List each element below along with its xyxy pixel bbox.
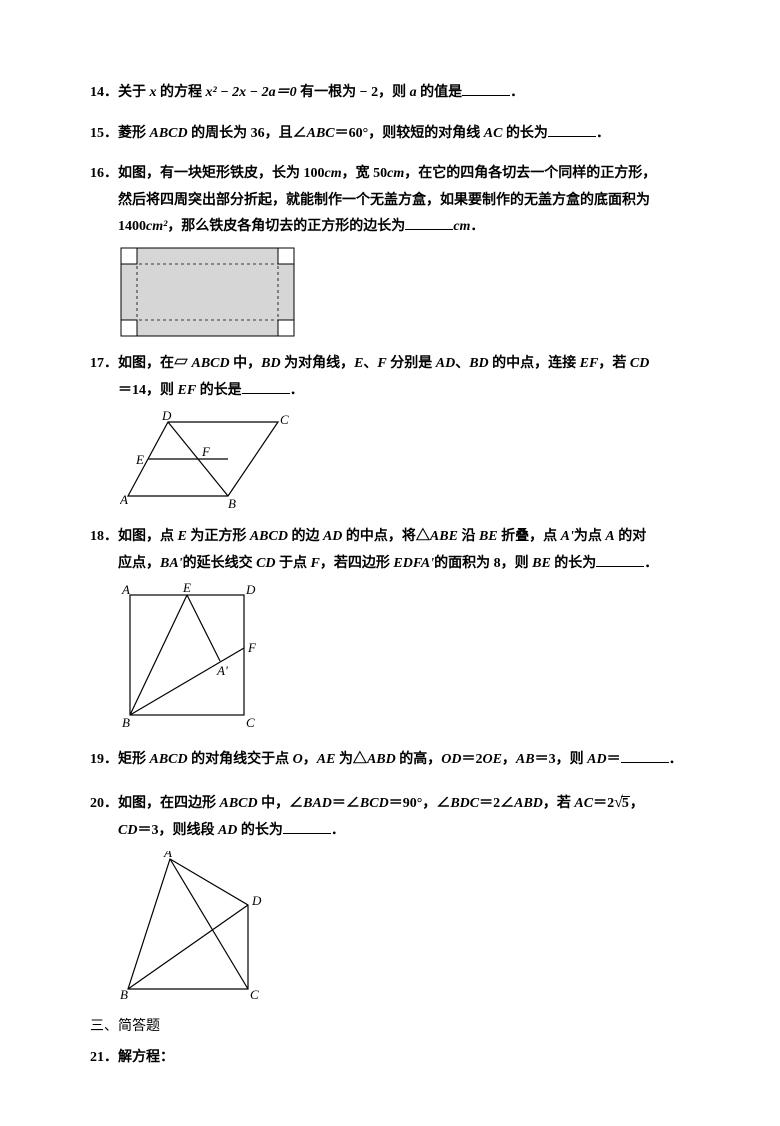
question-14: 14．关于 x 的方程 x² − 2x − 2a＝0 有一根为 − 2，则 a …: [90, 80, 690, 107]
page: 14．关于 x 的方程 x² − 2x − 2a＝0 有一根为 − 2，则 a …: [0, 0, 780, 1126]
q16-svg: [120, 247, 295, 337]
question-20: 20．如图，在四边形 ABCD 中，∠BAD＝∠BCD＝90°，∠BDC＝2∠A…: [90, 788, 690, 1001]
svg-text:F: F: [201, 444, 211, 459]
question-21: 21．解方程：: [90, 1045, 690, 1072]
q14-blank: [462, 82, 510, 96]
q16-line3: 1400cm²，那么铁皮各角切去的正方形的边长为cm．: [90, 214, 690, 241]
q20-figure: A B C D: [120, 851, 690, 1001]
q14-text: 关于 x 的方程 x² − 2x − 2a＝0 有一根为 − 2，则 a 的值是…: [118, 85, 524, 100]
svg-text:D: D: [251, 893, 262, 908]
q21-number: 21．: [90, 1050, 118, 1065]
q20-line2: CD＝3，则线段 AD 的长为．: [90, 818, 690, 845]
svg-text:E: E: [182, 583, 191, 595]
question-18: 18．如图，点 E 为正方形 ABCD 的边 AD 的中点，将△ABE 沿 BE…: [90, 524, 690, 733]
svg-text:E: E: [135, 452, 144, 467]
q16-line1: 如图，有一块矩形铁皮，长为 100cm，宽 50cm，在它的四角各切去一个同样的…: [118, 166, 656, 181]
svg-text:A: A: [163, 851, 172, 860]
q17-line2: ＝14，则 EF 的长是．: [90, 378, 690, 405]
svg-text:B: B: [120, 987, 128, 1001]
q18-blank: [596, 553, 644, 567]
q18-figure: A D B C E F A': [120, 583, 690, 733]
q18-line2: 应点，BA'的延长线交 CD 于点 F，若四边形 EDFA'的面积为 8，则 B…: [90, 551, 690, 578]
svg-text:D: D: [245, 583, 256, 597]
svg-text:C: C: [246, 715, 255, 730]
q17-line1: 如图，在▱ ABCD 中，BD 为对角线，E、F 分别是 AD、BD 的中点，连…: [118, 356, 649, 371]
q16-line2: 然后将四周突出部分折起，就能制作一个无盖方盒，如果要制作的无盖方盒的底面积为: [90, 188, 690, 215]
svg-text:C: C: [280, 412, 289, 427]
q17-blank: [242, 380, 290, 394]
q17-number: 17．: [90, 356, 118, 371]
q20-number: 20．: [90, 796, 118, 811]
svg-text:B: B: [122, 715, 130, 730]
q17-figure: A B C D E F: [120, 410, 690, 510]
svg-text:A: A: [120, 492, 128, 507]
q20-blank: [283, 821, 331, 835]
q19-text: 矩形 ABCD 的对角线交于点 O，AE 为△ABD 的高，OD＝2OE，AB＝…: [118, 752, 683, 767]
q20-svg: A B C D: [120, 851, 270, 1001]
question-15: 15．菱形 ABCD 的周长为 36，且∠ABC＝60°，则较短的对角线 AC …: [90, 121, 690, 148]
q18-svg: A D B C E F A': [120, 583, 270, 733]
q21-text: 解方程：: [118, 1050, 174, 1065]
q14-number: 14．: [90, 85, 118, 100]
q15-text: 菱形 ABCD 的周长为 36，且∠ABC＝60°，则较短的对角线 AC 的长为…: [118, 126, 610, 141]
q18-line1: 如图，点 E 为正方形 ABCD 的边 AD 的中点，将△ABE 沿 BE 折叠…: [118, 529, 646, 544]
q17-svg: A B C D E F: [120, 410, 290, 510]
section-3-heading: 三、简答题: [90, 1015, 690, 1035]
question-16: 16．如图，有一块矩形铁皮，长为 100cm，宽 50cm，在它的四角各切去一个…: [90, 161, 690, 337]
svg-text:D: D: [161, 410, 172, 423]
question-19: 19．矩形 ABCD 的对角线交于点 O，AE 为△ABD 的高，OD＝2OE，…: [90, 747, 690, 774]
svg-text:B: B: [228, 496, 236, 510]
q19-blank: [621, 750, 669, 764]
question-17: 17．如图，在▱ ABCD 中，BD 为对角线，E、F 分别是 AD、BD 的中…: [90, 351, 690, 510]
sqrt-icon: √5: [614, 788, 630, 818]
q18-number: 18．: [90, 529, 118, 544]
q15-blank: [548, 123, 596, 137]
q19-number: 19．: [90, 752, 118, 767]
svg-text:A: A: [121, 583, 130, 597]
q15-number: 15．: [90, 126, 118, 141]
q16-figure: [120, 247, 690, 337]
svg-text:C: C: [250, 987, 259, 1001]
q16-blank: [405, 217, 453, 231]
svg-text:F: F: [247, 640, 257, 655]
q20-line1: 如图，在四边形 ABCD 中，∠BAD＝∠BCD＝90°，∠BDC＝2∠ABD，…: [118, 796, 644, 811]
svg-text:A': A': [216, 663, 228, 678]
q16-number: 16．: [90, 166, 118, 181]
